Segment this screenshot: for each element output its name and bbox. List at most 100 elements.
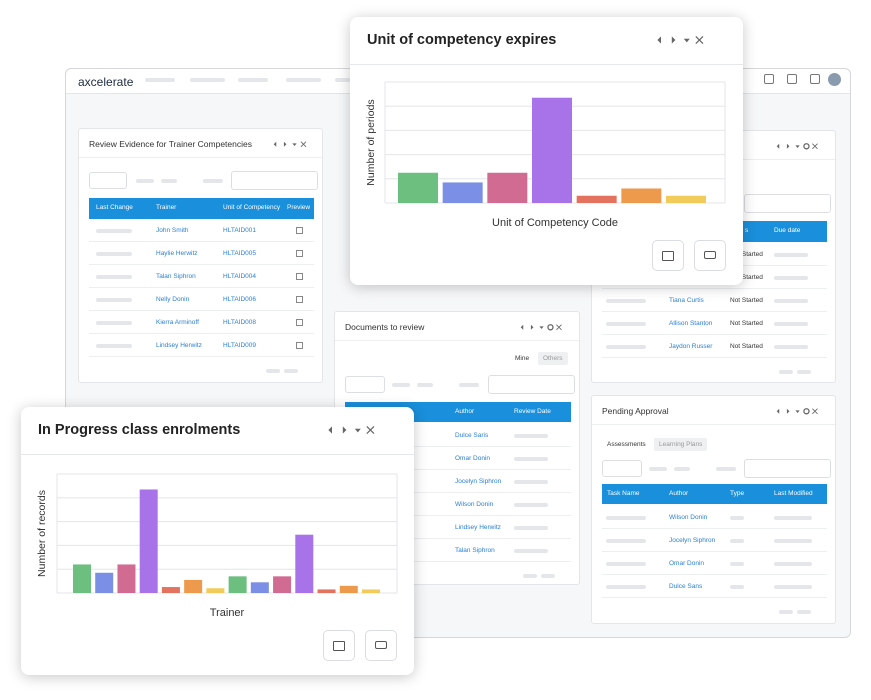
placeholder [730, 539, 744, 543]
row-divider [602, 574, 827, 575]
preview-icon[interactable] [296, 250, 303, 257]
column-header[interactable]: Type [730, 490, 745, 497]
placeholder [392, 383, 410, 387]
bar [442, 182, 483, 203]
bar [161, 587, 180, 593]
placeholder [606, 562, 646, 566]
placeholder [774, 585, 812, 589]
unit-link[interactable]: HLTAID004 [223, 273, 256, 280]
trainer-link[interactable]: Nelly Donin [156, 296, 190, 303]
trainer-link[interactable]: Haylie Herwitz [156, 250, 198, 257]
preview-icon[interactable] [296, 342, 303, 349]
tab[interactable]: Assessments [602, 438, 651, 451]
author-link[interactable]: Omar Donin [455, 455, 491, 462]
tab[interactable]: Learning Plans [654, 438, 708, 451]
placeholder [284, 369, 298, 373]
unit-link[interactable]: HLTAID005 [223, 250, 256, 257]
placeholder [730, 585, 744, 589]
bar [139, 489, 158, 593]
author-link[interactable]: Wilson Donin [455, 501, 494, 508]
panel-controls [776, 408, 818, 415]
author-link[interactable]: Talan Siphron [455, 547, 495, 554]
trainer-link[interactable]: Lindsey Herwitz [156, 342, 202, 349]
column-header[interactable]: Last Modified [774, 490, 813, 497]
controls [776, 143, 818, 150]
unit-link[interactable]: HLTAID006 [223, 296, 256, 303]
logo[interactable]: axcelerate [78, 75, 134, 89]
author-link[interactable]: Dulce Sans [669, 583, 703, 590]
print-button[interactable] [365, 630, 397, 661]
unit-link[interactable]: HLTAID009 [223, 342, 256, 349]
print-button[interactable] [694, 240, 726, 271]
unit-link[interactable]: HLTAID008 [223, 319, 256, 326]
search-box[interactable] [488, 375, 575, 394]
column-header[interactable]: Review Date [514, 408, 551, 415]
row-divider [89, 333, 314, 334]
placeholder [96, 275, 132, 279]
panel: Pending Approval Assessments Learning Plan… [591, 395, 836, 624]
column-header[interactable]: Author [669, 490, 689, 497]
column-header[interactable]: Author [455, 408, 475, 415]
preview-icon[interactable] [296, 296, 303, 303]
export-button[interactable] [652, 240, 684, 271]
dropdown[interactable] [89, 172, 127, 189]
title-divider [79, 157, 322, 158]
trainer-link[interactable]: Kierra Arminoff [156, 319, 199, 326]
placeholder [606, 299, 646, 303]
panel-controls [520, 324, 562, 331]
trainer-link[interactable]: Talan Siphron [156, 273, 196, 280]
row-divider [89, 356, 314, 357]
toolbar-icon[interactable] [810, 74, 820, 84]
author-link[interactable]: Jocelyn Siphron [455, 478, 502, 485]
placeholder [797, 610, 811, 614]
column-header[interactable]: Unit of Competency [223, 204, 281, 211]
search-box[interactable] [744, 459, 831, 478]
bar [317, 589, 336, 593]
column-header[interactable]: Preview [287, 204, 311, 211]
column-header[interactable]: s [745, 227, 749, 234]
export-button[interactable] [323, 630, 355, 661]
placeholder [96, 298, 132, 302]
name-link[interactable]: Tiana Curtis [669, 297, 704, 304]
search-box[interactable] [744, 194, 831, 213]
row-divider [89, 241, 314, 242]
author-link[interactable]: Lindsey Herwitz [455, 524, 501, 531]
name-link[interactable]: Jaydon Russer [669, 343, 713, 350]
placeholder [136, 179, 154, 183]
close-button [812, 408, 818, 415]
preview-icon[interactable] [296, 319, 303, 326]
column-header[interactable]: Last Change [96, 204, 133, 211]
prev-button [657, 36, 661, 44]
row-divider [89, 287, 314, 288]
preview-icon[interactable] [296, 227, 303, 234]
tab[interactable]: Others [538, 352, 568, 365]
dropdown[interactable] [602, 460, 642, 477]
avatar[interactable] [828, 73, 841, 86]
placeholder [238, 78, 268, 82]
column-header[interactable]: Task Name [607, 490, 640, 497]
author-link[interactable]: Dulce Saris [455, 432, 489, 439]
dropdown[interactable] [345, 376, 385, 393]
popup: In Progress class enrolments Trainer Numbe… [21, 407, 414, 675]
preview-icon[interactable] [296, 273, 303, 280]
bar [95, 572, 114, 593]
toolbar-icon[interactable] [764, 74, 774, 84]
placeholder [523, 574, 537, 578]
row-divider [345, 538, 571, 539]
trainer-link[interactable]: John Smith [156, 227, 189, 234]
bar [250, 582, 269, 593]
author-link[interactable]: Omar Donin [669, 560, 705, 567]
tab[interactable]: Mine [510, 352, 535, 365]
author-link[interactable]: Jocelyn Siphron [669, 537, 716, 544]
placeholder [96, 344, 132, 348]
settings-button [803, 143, 810, 150]
unit-link[interactable]: HLTAID001 [223, 227, 256, 234]
author-link[interactable]: Wilson Donin [669, 514, 708, 521]
name-link[interactable]: Allison Stanton [669, 320, 713, 327]
panel-controls [776, 143, 818, 150]
search-box[interactable] [231, 171, 318, 190]
print-icon [375, 641, 387, 649]
column-header[interactable]: Trainer [156, 204, 177, 211]
toolbar-icon[interactable] [787, 74, 797, 84]
column-header[interactable]: Due date [774, 227, 801, 234]
